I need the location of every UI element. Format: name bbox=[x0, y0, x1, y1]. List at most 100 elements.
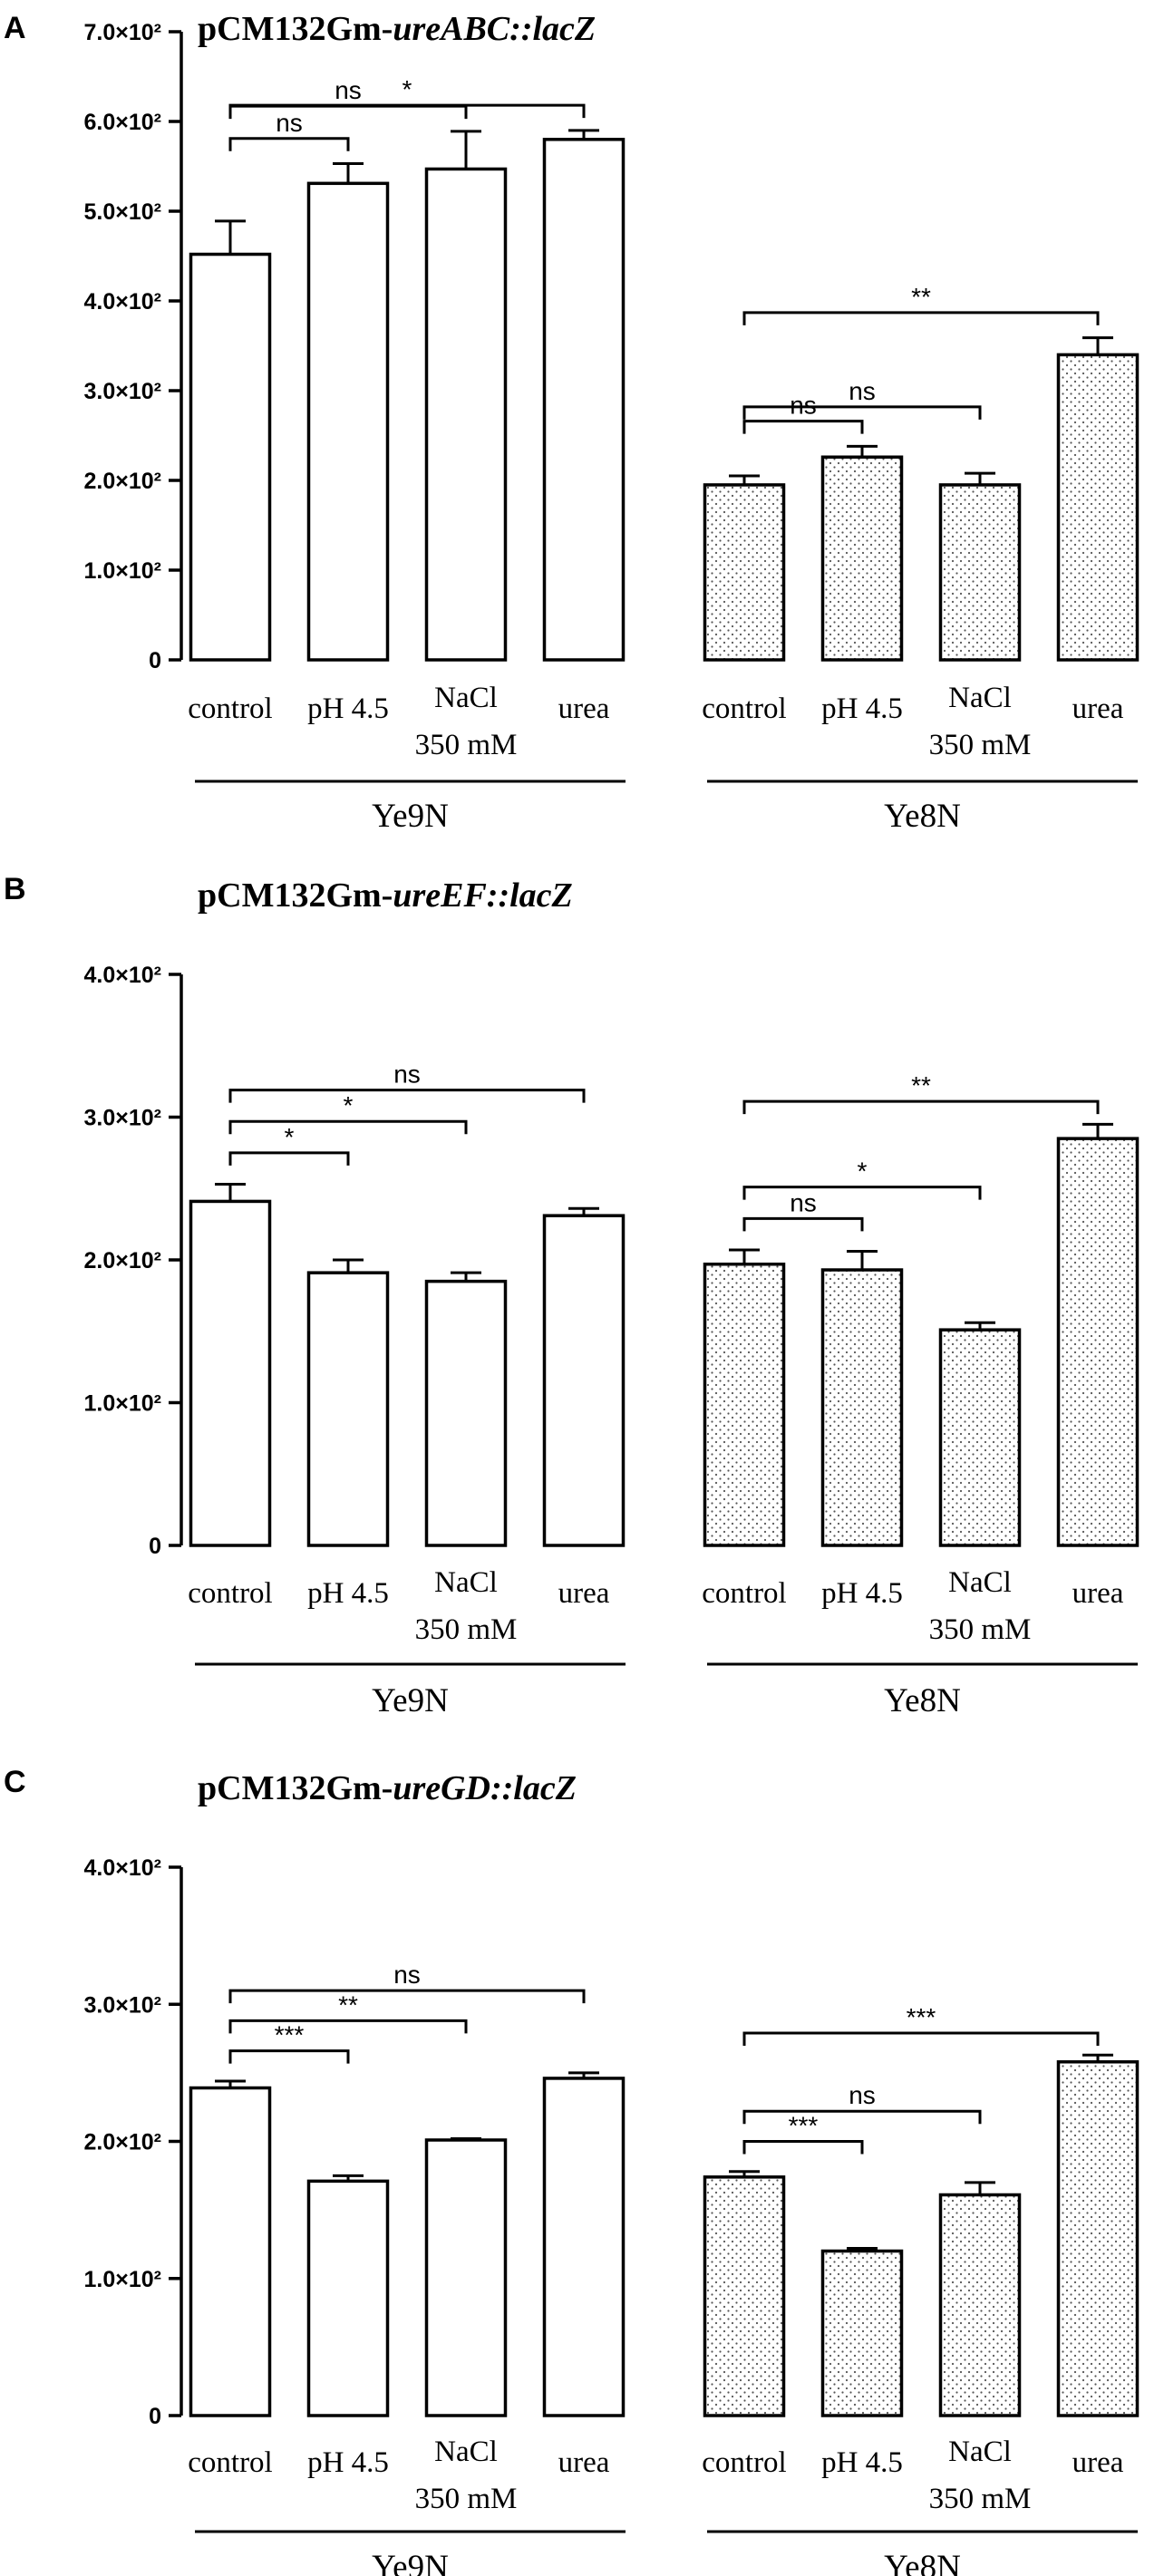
panel-letter: C bbox=[4, 1765, 26, 1799]
group-label: Ye8N bbox=[884, 1682, 961, 1719]
significance-bracket bbox=[228, 2049, 350, 2064]
category-label: urea bbox=[558, 2446, 610, 2479]
significance-bracket bbox=[742, 311, 1100, 325]
y-tick-label: 1.0×10² bbox=[84, 1391, 162, 1417]
category-label: pH 4.5 bbox=[821, 1577, 903, 1610]
significance-bracket bbox=[742, 1099, 1100, 1115]
category-label: control bbox=[702, 692, 786, 725]
bar bbox=[1056, 353, 1140, 662]
group-label: Ye9N bbox=[372, 1682, 449, 1719]
bar bbox=[306, 2179, 390, 2417]
category-label: control bbox=[188, 692, 272, 725]
significance-bracket bbox=[228, 1119, 468, 1135]
significance-bracket bbox=[742, 2140, 864, 2155]
y-tick-label: 2.0×10² bbox=[84, 469, 162, 494]
bar bbox=[424, 2138, 508, 2417]
panel-title: pCM132Gm-ureABC::lacZ bbox=[198, 10, 596, 48]
category-label: pH 4.5 bbox=[307, 1577, 389, 1610]
y-tick-label: 1.0×10² bbox=[84, 2267, 162, 2292]
significance-label: *** bbox=[275, 2021, 305, 2049]
significance-bracket bbox=[742, 1216, 864, 1232]
category-label: NaCl bbox=[434, 1566, 498, 1599]
group-label: Ye8N bbox=[884, 798, 961, 835]
category-label: pH 4.5 bbox=[821, 692, 903, 725]
group-label: Ye9N bbox=[372, 2549, 449, 2576]
chart-panel-a: 0 1.0×10² 2.0×10² 3.0×10² 4.0×10² 5.0×10² 6.0×… bbox=[84, 20, 1140, 835]
category-label: NaCl bbox=[434, 2436, 498, 2468]
y-tick-label: 1.0×10² bbox=[84, 558, 162, 584]
bar bbox=[938, 2193, 1022, 2417]
bar bbox=[424, 167, 508, 662]
y-tick-label: 7.0×10² bbox=[84, 20, 162, 45]
category-label: NaCl bbox=[434, 682, 498, 714]
panel-title-prefix: pCM132Gm- bbox=[198, 876, 393, 915]
bar bbox=[938, 483, 1022, 662]
significance-bracket bbox=[742, 405, 982, 420]
category-label: pH 4.5 bbox=[307, 692, 389, 725]
category-label: urea bbox=[558, 1577, 610, 1610]
panel-title-gene: ureEF::lacZ bbox=[393, 876, 572, 915]
panel-title-gene: ureABC::lacZ bbox=[393, 10, 596, 48]
significance-label: ns bbox=[849, 2081, 876, 2109]
category-label: NaCl bbox=[948, 682, 1012, 714]
chart-panel-c: 0 1.0×10² 2.0×10² 3.0×10² 4.0×10² control pH 4… bbox=[84, 1855, 1140, 2576]
bar bbox=[703, 2175, 786, 2417]
bar bbox=[189, 1199, 272, 1547]
category-label: control bbox=[188, 1577, 272, 1610]
significance-bracket bbox=[228, 104, 468, 120]
y-tick-label: 0 bbox=[149, 648, 161, 673]
significance-bracket bbox=[742, 2109, 982, 2125]
significance-label: *** bbox=[907, 2003, 936, 2031]
category-label-line2: 350 mM bbox=[415, 2483, 518, 2515]
y-tick-label: 4.0×10² bbox=[84, 1855, 162, 1881]
panel-letter: B bbox=[4, 872, 26, 906]
bar bbox=[189, 252, 272, 662]
bar bbox=[820, 455, 904, 662]
significance-label: ns bbox=[393, 1060, 421, 1089]
significance-bracket bbox=[228, 2019, 468, 2034]
significance-label: * bbox=[403, 75, 412, 103]
panel-title-prefix: pCM132Gm- bbox=[198, 10, 393, 48]
y-tick-label: 3.0×10² bbox=[84, 1992, 162, 2018]
significance-bracket bbox=[742, 420, 864, 434]
y-tick-label: 2.0×10² bbox=[84, 2130, 162, 2155]
group-label: Ye8N bbox=[884, 2549, 961, 2576]
bar bbox=[424, 1279, 508, 1547]
y-tick-label: 0 bbox=[149, 1534, 161, 1559]
panel-title-prefix: pCM132Gm- bbox=[198, 1769, 393, 1807]
bar bbox=[938, 1328, 1022, 1547]
category-label: pH 4.5 bbox=[307, 2446, 389, 2479]
significance-label: *** bbox=[789, 2112, 819, 2140]
bar bbox=[703, 483, 786, 662]
bar bbox=[820, 1268, 904, 1547]
category-label: urea bbox=[1072, 2446, 1124, 2479]
bar bbox=[1056, 2060, 1140, 2417]
bar bbox=[189, 2086, 272, 2417]
significance-label: ns bbox=[335, 76, 362, 104]
category-label-line2: 350 mM bbox=[929, 729, 1032, 761]
panel-c: C pCM132Gm-ureGD::lacZ 0 1.0×10² 2.0×10² 3.… bbox=[4, 1765, 1140, 2576]
panel-b: B pCM132Gm-ureEF::lacZ 0 1.0×10² 2.0×10² 3.… bbox=[4, 872, 1140, 1719]
bar bbox=[820, 2249, 904, 2417]
y-tick-label: 3.0×10² bbox=[84, 379, 162, 404]
significance-label: ns bbox=[276, 109, 303, 137]
panel-a: A pCM132Gm-ureABC::lacZ 01.0×10²2.0×10²3… bbox=[4, 10, 1140, 835]
y-tick-label: 6.0×10² bbox=[84, 110, 162, 135]
significance-label: ** bbox=[338, 1990, 358, 2019]
bar bbox=[1056, 1137, 1140, 1547]
panel-letter: A bbox=[4, 11, 26, 45]
category-label: urea bbox=[1072, 1577, 1124, 1610]
category-label-line2: 350 mM bbox=[415, 729, 518, 761]
panel-title: pCM132Gm-ureGD::lacZ bbox=[198, 1769, 577, 1807]
category-label-line2: 350 mM bbox=[929, 2483, 1032, 2515]
significance-bracket bbox=[228, 1151, 350, 1166]
panel-title: pCM132Gm-ureEF::lacZ bbox=[198, 876, 573, 915]
bar bbox=[306, 1271, 390, 1547]
category-label: NaCl bbox=[948, 1566, 1012, 1599]
significance-bracket bbox=[228, 103, 586, 119]
y-tick-label: 4.0×10² bbox=[84, 963, 162, 988]
category-label: control bbox=[702, 2446, 786, 2479]
bar bbox=[542, 1214, 626, 1547]
category-label: urea bbox=[1072, 692, 1124, 725]
